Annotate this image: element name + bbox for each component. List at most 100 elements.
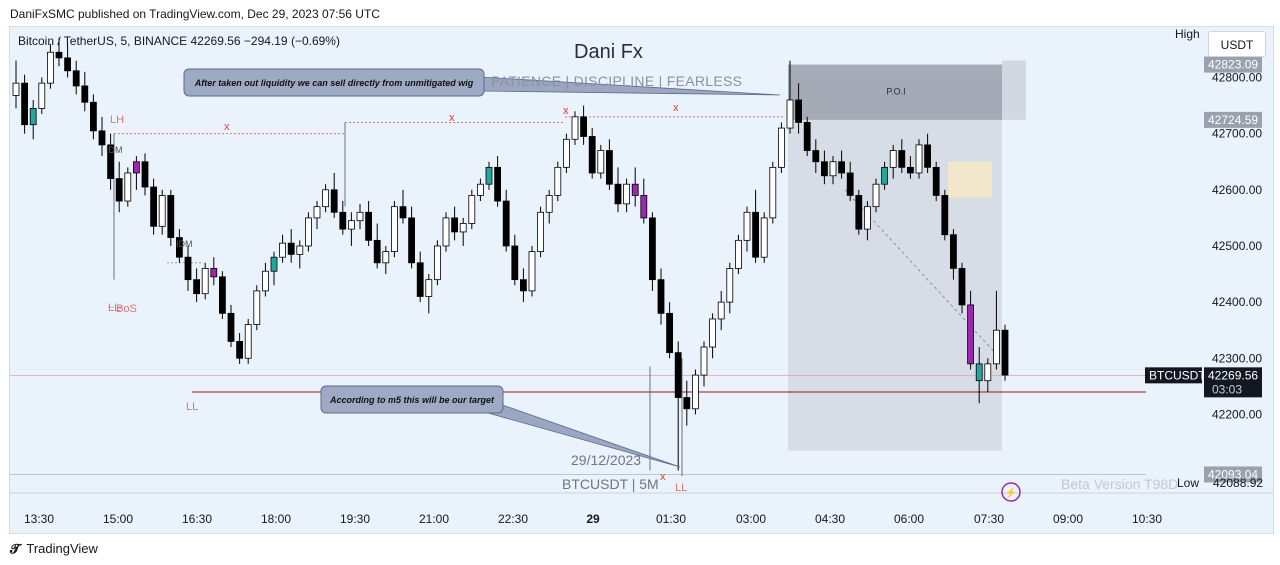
poi-label: P.O.I	[886, 86, 905, 96]
candle-body	[1001, 329, 1009, 376]
poi-high-tag: 42823.09	[1208, 58, 1258, 72]
candle-body	[640, 195, 648, 219]
poi-low-tag: 42724.59	[1208, 113, 1258, 127]
high-label: High	[1175, 27, 1200, 41]
bos-label: BoS	[116, 303, 137, 315]
lightning-glyph: ⚡	[1005, 486, 1017, 499]
candle-body	[356, 211, 364, 222]
candle-body	[889, 150, 897, 168]
candle-body	[494, 166, 502, 202]
candle-body	[38, 82, 46, 109]
candle-body	[330, 189, 338, 213]
candle-body	[631, 183, 639, 196]
candle-body	[227, 312, 235, 342]
poi-zone	[788, 64, 1002, 120]
last-symbol-tag-bg	[1145, 367, 1202, 384]
range-low-tag: 42093.04	[1208, 467, 1258, 481]
y-tick-label: 42600.00	[1212, 183, 1262, 197]
x-marker-1: x	[449, 112, 455, 124]
y-tick-label: 42300.00	[1212, 351, 1262, 365]
candle-body	[623, 183, 630, 205]
candle-body	[468, 195, 476, 224]
poi-low-tag-bg	[1204, 111, 1262, 128]
candle-body	[597, 150, 605, 174]
lightning-icon	[1001, 482, 1021, 502]
ll-bottom-label: LL	[186, 401, 198, 413]
candle-body	[210, 268, 218, 278]
watermark-title: Dani Fx	[574, 41, 643, 63]
currency-button[interactable]: USDT	[1208, 31, 1266, 57]
candle-body	[657, 279, 665, 314]
candle-body	[580, 116, 587, 137]
candle-body	[700, 346, 708, 376]
candle-body	[408, 217, 416, 264]
candle-body	[924, 144, 931, 168]
candle-body	[382, 251, 390, 264]
candle-body	[261, 270, 269, 292]
poi-high-tag-bg	[1204, 56, 1262, 73]
candle-body	[993, 329, 1000, 365]
candle-body	[821, 161, 828, 177]
x-tick-label: 07:30	[974, 512, 1004, 526]
candle-body	[236, 341, 244, 359]
candle-body	[838, 161, 845, 174]
candle-body	[442, 217, 450, 247]
ll-final-label: LL	[675, 482, 687, 494]
footer-brand-text: TradingView	[26, 541, 98, 556]
chart-panel[interactable]: P.O.I LH – – LL BoS IDM IDM LL LL x x x x x After take…	[9, 26, 1274, 534]
poi-zone-extension	[1002, 60, 1026, 120]
watermark-date: 29/12/2023	[571, 452, 642, 468]
candle-body	[726, 268, 734, 303]
idm-label-2: IDM	[176, 239, 193, 249]
candle-body	[907, 166, 914, 174]
candle-body	[47, 51, 54, 84]
candle-body	[614, 183, 622, 205]
candle-body	[941, 195, 949, 236]
candle-body	[158, 195, 166, 227]
x-tick-label: 15:00	[103, 512, 133, 526]
candle-body	[735, 239, 742, 269]
footer-brand[interactable]: 𝓣 TradingView	[10, 541, 98, 557]
candle-body	[115, 178, 123, 202]
candle-body	[649, 217, 656, 281]
idm-label-1: IDM	[106, 145, 123, 155]
x-tick-label: 29	[586, 512, 600, 526]
candle-body	[692, 374, 699, 410]
candle-body	[485, 166, 493, 185]
x-tick-label: 09:00	[1053, 512, 1083, 526]
candle-body	[218, 276, 226, 314]
candle-body	[537, 211, 544, 252]
candle-body	[709, 318, 716, 348]
last-price-tag: 42269.56	[1208, 368, 1258, 382]
candle-body	[21, 82, 29, 126]
candle-body	[313, 206, 321, 219]
candle-body	[29, 108, 37, 126]
candle-body	[846, 172, 854, 196]
candle-body	[141, 161, 149, 188]
candle-body	[795, 99, 802, 123]
candle-body	[898, 150, 906, 168]
candle-body	[571, 116, 579, 140]
symbol-legend[interactable]: Bitcoin / TetherUS, 5, BINANCE 42269.56 …	[18, 34, 340, 48]
candle-body	[769, 166, 777, 219]
candle-body	[167, 195, 175, 238]
x-tick-label: 19:30	[340, 512, 370, 526]
x-tick-label: 06:00	[894, 512, 924, 526]
x-marker-4: x	[660, 471, 666, 483]
x-tick-label: 16:30	[182, 512, 212, 526]
candle-body	[915, 144, 923, 174]
candle-body	[55, 51, 63, 59]
x-marker-2: x	[563, 105, 569, 117]
candle-body	[950, 234, 957, 269]
candle-body	[270, 256, 278, 272]
candle-body	[528, 251, 536, 292]
beta-watermark: Beta Version T98D	[1061, 476, 1179, 492]
x-tick-label: 22:30	[498, 512, 528, 526]
x-tick-label: 03:00	[736, 512, 766, 526]
watermark-symbol: BTCUSDT | 5M	[562, 476, 659, 492]
candle-body	[399, 206, 407, 219]
candle-body	[322, 189, 330, 208]
low-label: Low	[1177, 476, 1200, 490]
range-low-tag-bg	[1204, 466, 1262, 483]
